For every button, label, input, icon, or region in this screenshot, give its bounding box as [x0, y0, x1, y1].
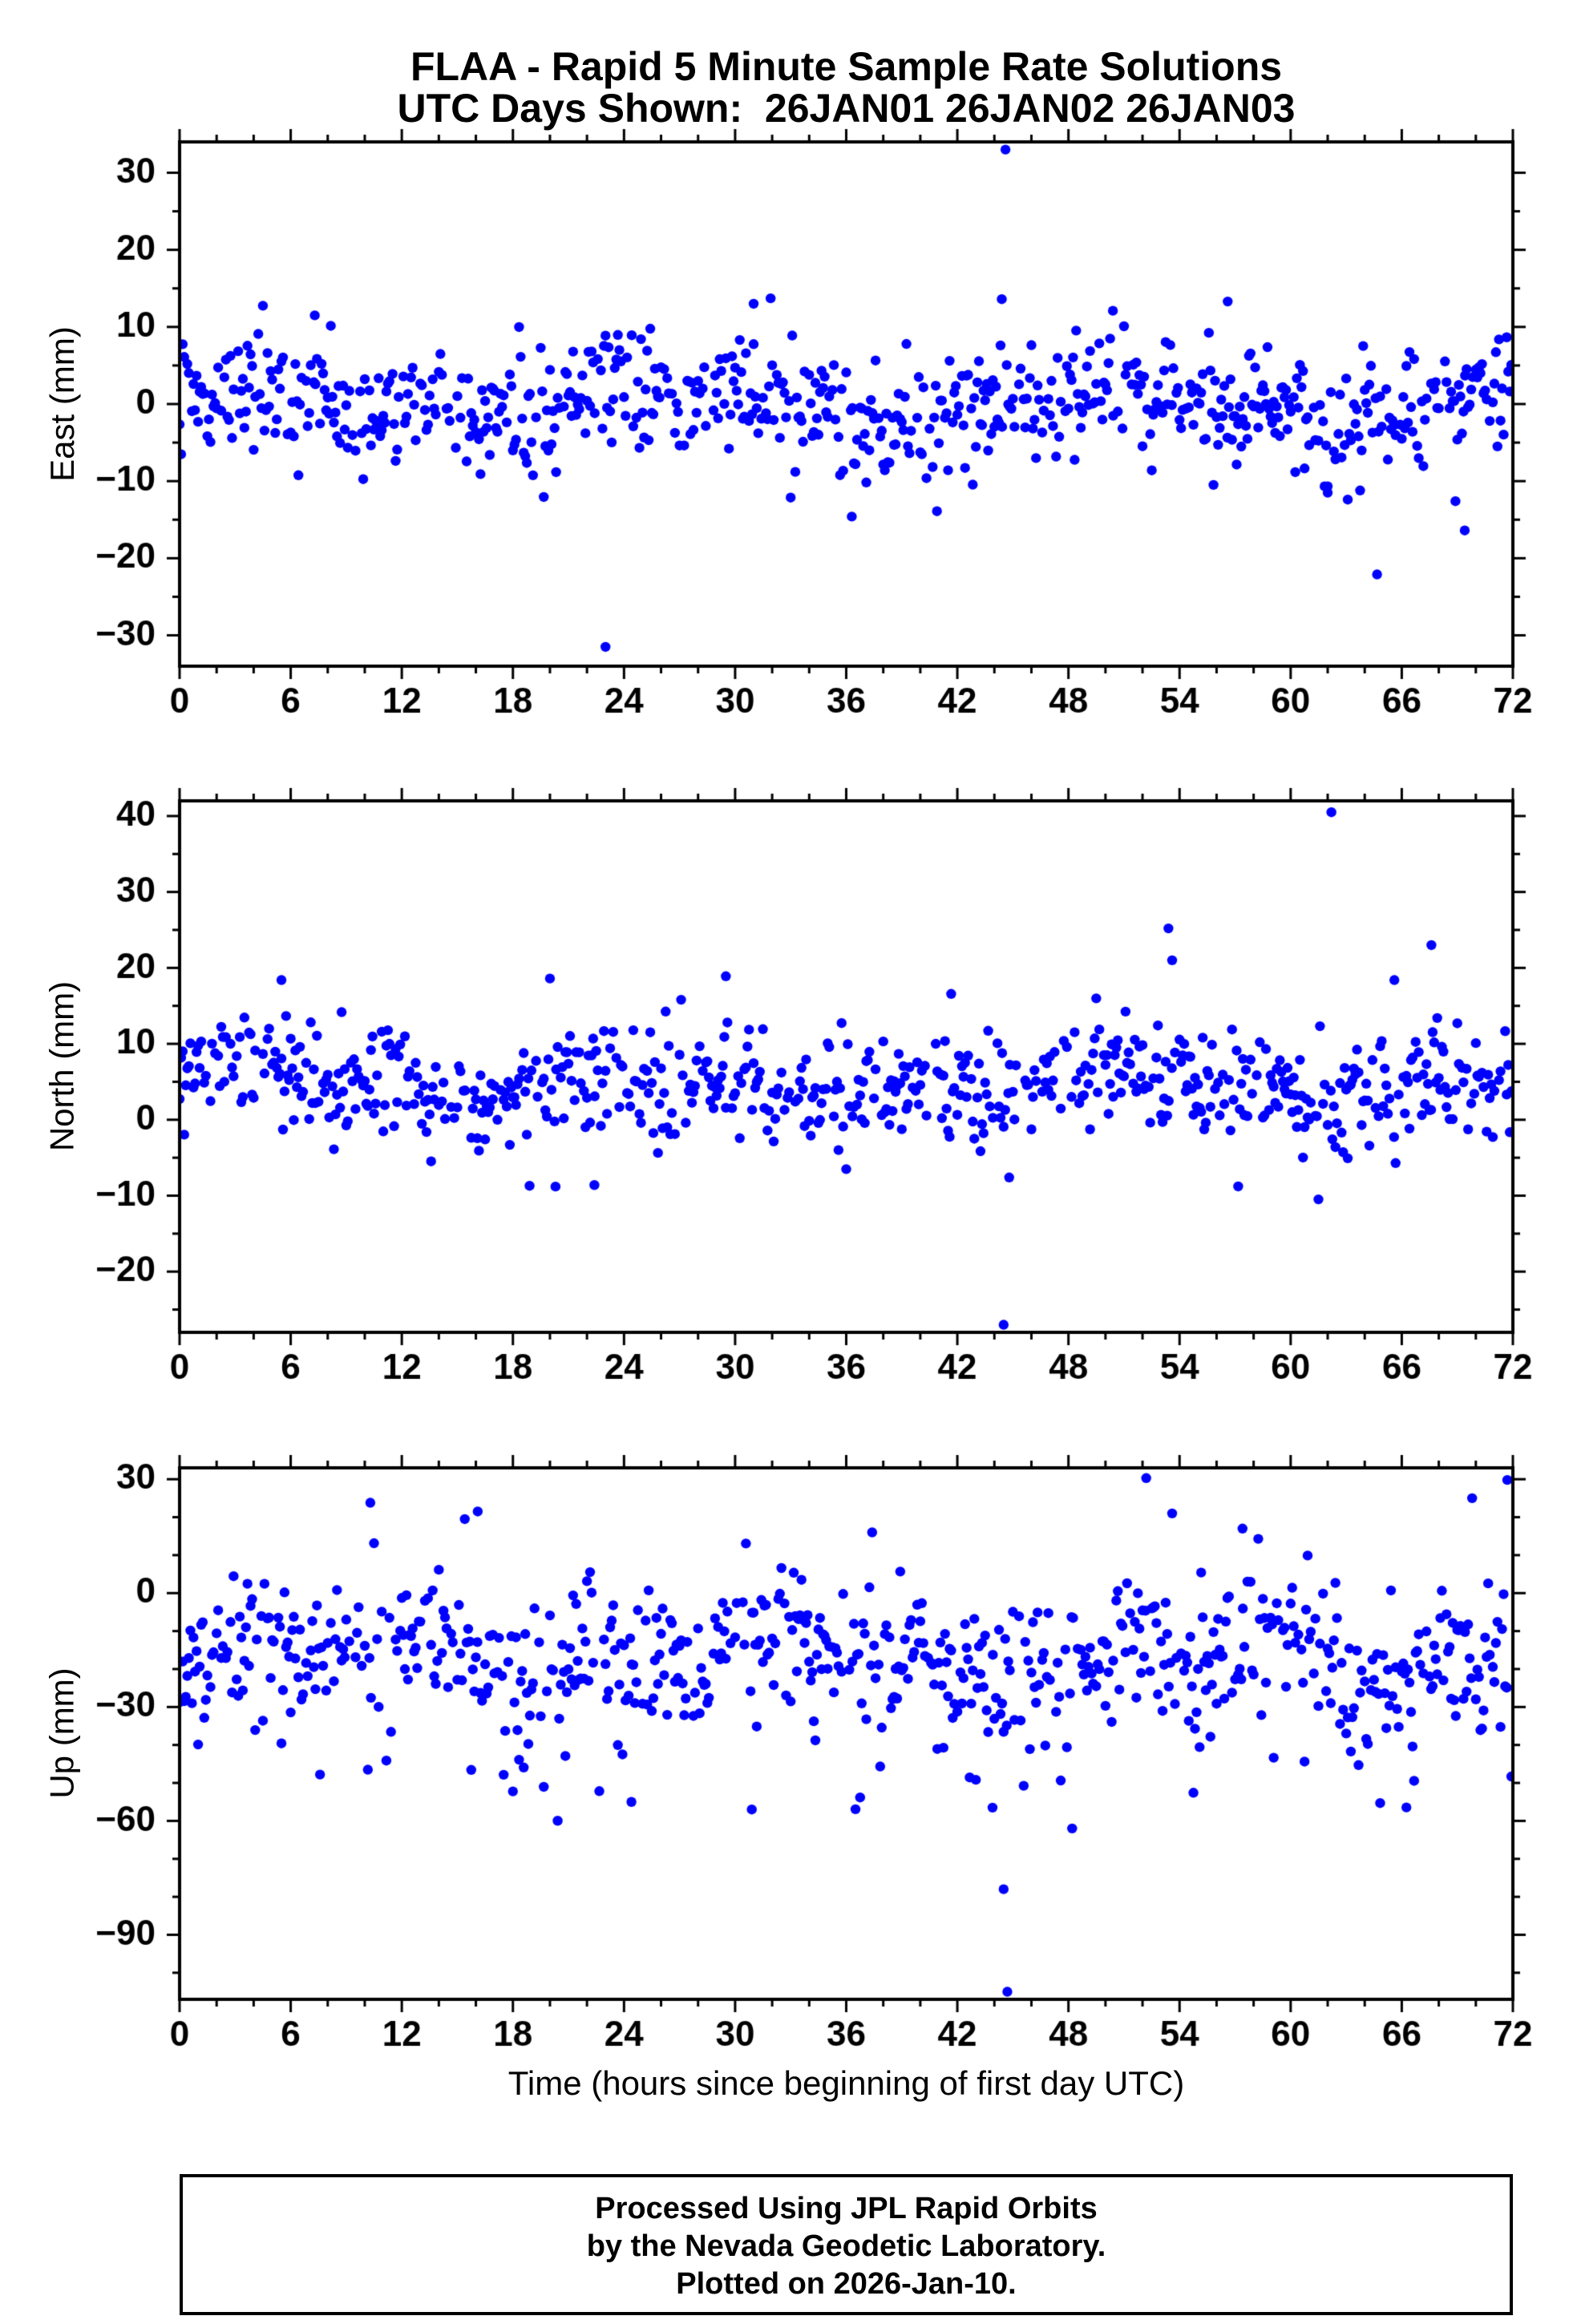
north-axis-label: North (mm)	[42, 980, 81, 1152]
footer-line2: by the Nevada Geodetic Laboratory.	[586, 2229, 1106, 2263]
east-axis-label: East (mm)	[43, 326, 81, 482]
chart-title: FLAA - Rapid 5 Minute Sample Rate Soluti…	[410, 44, 1283, 89]
footer-line1: Processed Using JPL Rapid Orbits	[595, 2192, 1098, 2225]
footer-line3: Plotted on 2026-Jan-10.	[676, 2267, 1017, 2301]
chart-subtitle: UTC Days Shown: 26JAN01 26JAN02 26JAN03	[397, 86, 1296, 131]
x-axis-label: Time (hours since beginning of first day…	[507, 2064, 1185, 2102]
footer-box: Processed Using JPL Rapid Orbits by the …	[180, 2174, 1513, 2315]
up-axis-label: Up (mm)	[42, 1667, 81, 1799]
